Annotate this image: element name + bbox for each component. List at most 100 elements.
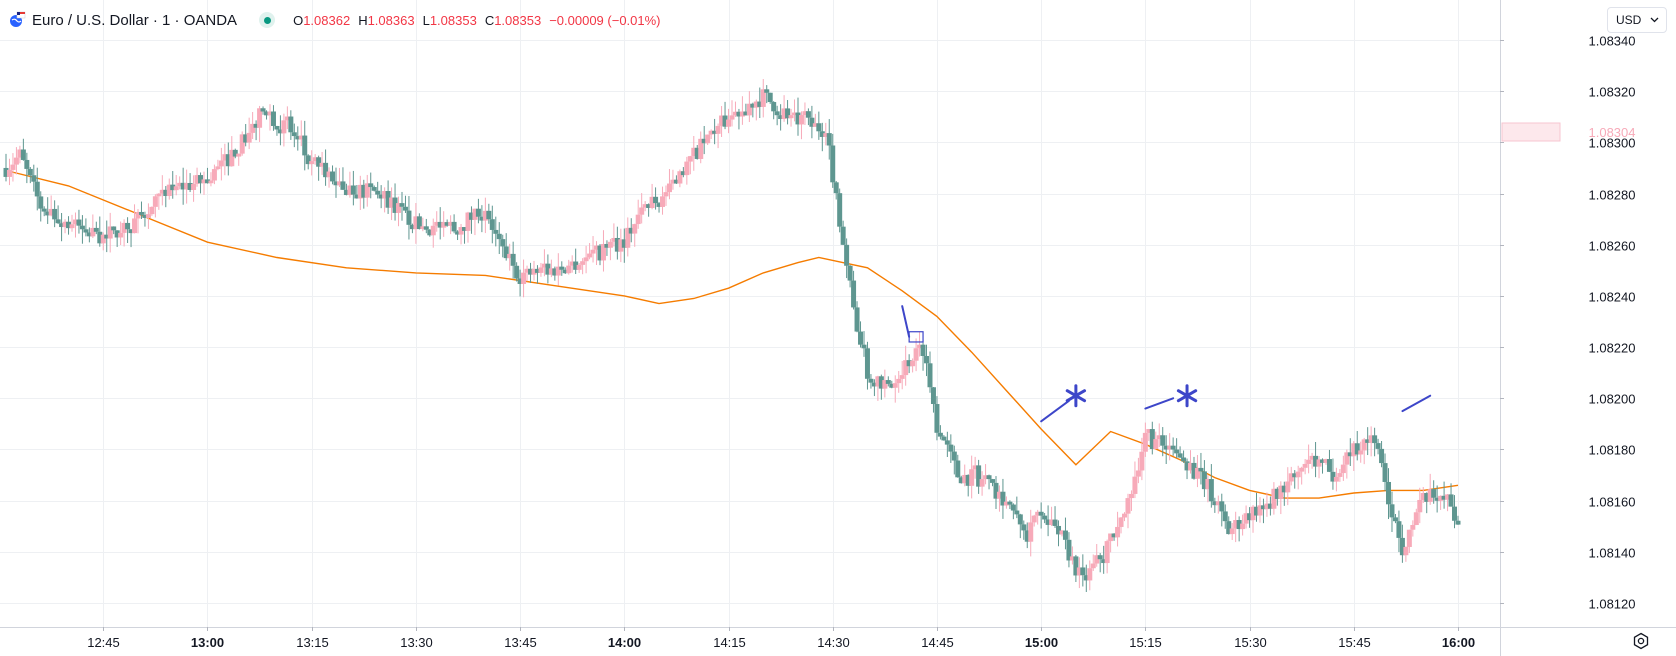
current-price-label: 1.08304	[1589, 125, 1636, 140]
candle-body	[462, 227, 468, 231]
candle-body	[962, 474, 968, 484]
candle	[1365, 427, 1371, 456]
candle-body	[802, 111, 808, 116]
candle-body	[1264, 503, 1270, 510]
candle-body	[38, 196, 44, 209]
candle-body	[343, 189, 349, 196]
ohlc-close: C1.08353	[484, 12, 542, 28]
candle	[996, 485, 1002, 512]
globe-flag-icon	[8, 11, 26, 29]
candle-body	[1170, 445, 1176, 450]
candle	[1229, 523, 1235, 540]
candle-body	[958, 477, 964, 484]
candle	[1188, 450, 1194, 474]
candle	[385, 180, 391, 214]
candle	[1271, 482, 1277, 515]
candle	[1201, 460, 1207, 497]
time-tick-label: 13:15	[296, 635, 329, 650]
candle-body	[642, 204, 648, 208]
candle	[1049, 506, 1055, 526]
candle	[152, 194, 158, 218]
candle	[72, 212, 78, 238]
candle	[114, 230, 120, 247]
candle	[680, 167, 686, 178]
candle-body	[1052, 519, 1058, 526]
currency-select[interactable]: USD	[1607, 7, 1667, 33]
candle-body	[389, 197, 395, 208]
candle-body	[316, 157, 322, 167]
candle	[944, 431, 950, 458]
candle	[128, 229, 134, 248]
candle	[642, 201, 648, 212]
candle	[753, 99, 759, 121]
candle	[298, 120, 304, 147]
candle	[125, 217, 131, 243]
candle-body	[34, 181, 40, 197]
candle-body	[948, 444, 954, 452]
candle-body	[52, 208, 58, 220]
candle-body	[406, 210, 412, 225]
candle-body	[1365, 439, 1371, 443]
candle	[475, 198, 481, 224]
candle-body	[1062, 530, 1068, 540]
candle-body	[715, 125, 721, 134]
candle-body	[1441, 495, 1447, 500]
candle-body	[173, 186, 179, 191]
candle	[948, 434, 954, 463]
candle-body	[264, 111, 270, 116]
candle-body	[774, 111, 780, 116]
candle-body	[854, 307, 860, 332]
candle-body	[1181, 457, 1187, 462]
candle	[159, 175, 165, 206]
candle	[378, 185, 384, 209]
candle-body	[993, 482, 999, 499]
candle-body	[889, 383, 895, 388]
candle	[1299, 466, 1305, 485]
candle	[354, 184, 360, 199]
price-tick-label: 1.08280	[1589, 188, 1636, 203]
price-tick-label: 1.08260	[1589, 239, 1636, 254]
candle	[434, 211, 440, 232]
candle	[955, 454, 961, 478]
candle-body	[1323, 459, 1329, 463]
candle-body	[781, 108, 787, 120]
settings-button[interactable]	[1630, 630, 1652, 652]
candle	[1233, 511, 1239, 543]
candle	[760, 79, 766, 118]
candle-body	[326, 171, 332, 178]
time-tick-label: 13:00	[191, 635, 224, 650]
candle-body	[97, 231, 103, 244]
candle-body	[576, 264, 582, 270]
candle	[899, 361, 905, 390]
candle-body	[1073, 556, 1079, 576]
candle	[1368, 426, 1374, 457]
gear-icon	[1633, 632, 1649, 650]
market-open-dot-icon	[259, 12, 276, 28]
candle-body	[354, 194, 360, 199]
candle-body	[288, 116, 294, 133]
candle	[1222, 504, 1228, 529]
candle-body	[357, 184, 363, 199]
candle-body	[1177, 453, 1183, 458]
candle-body	[20, 149, 26, 160]
candle-body	[660, 196, 666, 207]
candle	[416, 213, 422, 230]
candle	[1128, 490, 1134, 511]
candle-body	[1069, 556, 1075, 561]
candle	[1306, 444, 1312, 474]
candle	[1403, 546, 1409, 562]
candle-body	[340, 181, 346, 190]
candle-body	[1399, 537, 1405, 556]
candle	[805, 108, 811, 126]
candle	[1170, 437, 1176, 456]
candle	[281, 113, 287, 147]
candle-body	[3, 167, 9, 177]
symbol-title[interactable]: Euro / U.S. Dollar · 1 · OANDA	[32, 11, 238, 29]
moving-average	[5, 169, 1459, 499]
candle	[291, 123, 297, 148]
candle-body	[611, 237, 617, 242]
candle	[1254, 492, 1260, 522]
candle-body	[937, 432, 943, 437]
candle-body	[420, 226, 426, 230]
